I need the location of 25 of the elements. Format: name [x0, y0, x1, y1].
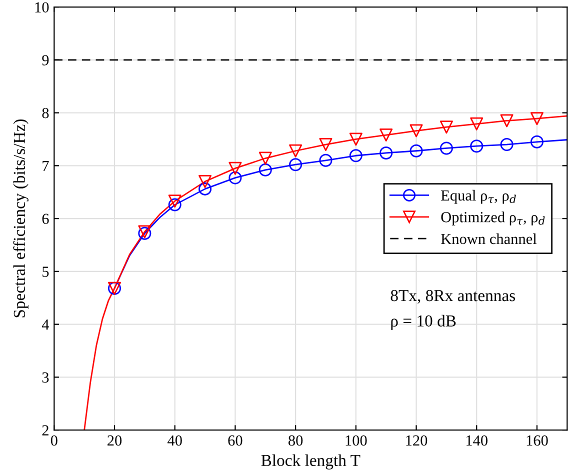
legend-label: Optimized ρ$_{τ}$, ρ$_{d}$: [441, 212, 545, 226]
y-tick-label: 8: [42, 108, 49, 118]
y-tick-label: 4: [42, 320, 50, 330]
y-tick-label: 7: [42, 160, 49, 171]
x-tick-label: 40: [168, 435, 182, 446]
legend-label: Known channel: [441, 233, 537, 244]
y-tick-label: 9: [42, 55, 49, 66]
legend-label: Equal ρ$_{τ}$, ρ$_{d}$: [441, 190, 516, 204]
y-tick-label: 3: [42, 372, 49, 383]
annotation: ρ = 10 dB: [391, 314, 456, 330]
x-tick-label: 120: [406, 435, 428, 446]
annotation: 8Tx, 8Rx antennas: [390, 290, 515, 304]
x-tick-label: 160: [526, 435, 548, 446]
y-axis-title: Spectral efficiency (bits/s/Hz): [13, 119, 28, 318]
x-tick-label: 20: [108, 435, 122, 446]
y-tick-label: 6: [42, 214, 49, 224]
x-axis-title: Block length T: [261, 454, 360, 470]
y-tick-label: 10: [35, 2, 49, 12]
y-tick-label: 5: [42, 266, 49, 277]
x-tick-label: 0: [50, 435, 58, 446]
x-tick-label: 100: [346, 435, 367, 446]
x-tick-label: 80: [288, 435, 303, 446]
x-tick-label: 140: [466, 435, 488, 446]
y-tick-label: 2: [42, 425, 48, 436]
x-tick-label: 60: [228, 435, 242, 446]
